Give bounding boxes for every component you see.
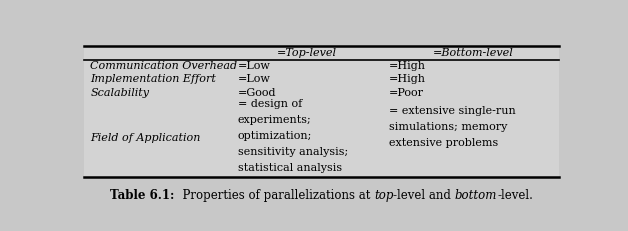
Text: =Good: =Good bbox=[237, 88, 276, 98]
Text: Field of Application: Field of Application bbox=[90, 133, 200, 143]
Text: simulations; memory: simulations; memory bbox=[389, 122, 507, 132]
Text: =High: =High bbox=[389, 61, 426, 71]
Text: =Low: =Low bbox=[237, 74, 271, 84]
Text: =High: =High bbox=[389, 74, 426, 84]
Text: Scalability: Scalability bbox=[90, 88, 149, 98]
Text: =Poor: =Poor bbox=[389, 88, 423, 98]
Text: -level and: -level and bbox=[393, 189, 455, 202]
Text: sensitivity analysis;: sensitivity analysis; bbox=[237, 147, 348, 157]
Text: top: top bbox=[374, 189, 393, 202]
Text: statistical analysis: statistical analysis bbox=[237, 163, 342, 173]
Text: optimization;: optimization; bbox=[237, 131, 312, 141]
Text: experiments;: experiments; bbox=[237, 115, 311, 125]
Text: Communication Overhead: Communication Overhead bbox=[90, 61, 237, 71]
Text: Implementation Effort: Implementation Effort bbox=[90, 74, 216, 84]
Text: =Low: =Low bbox=[237, 61, 271, 71]
Text: extensive problems: extensive problems bbox=[389, 138, 498, 148]
Bar bbox=[84, 46, 560, 177]
Text: -level.: -level. bbox=[497, 189, 533, 202]
Text: Properties of parallelizations at: Properties of parallelizations at bbox=[175, 189, 374, 202]
Text: =Bottom-level: =Bottom-level bbox=[432, 48, 513, 58]
Text: = design of: = design of bbox=[237, 99, 302, 109]
Bar bbox=[84, 177, 560, 206]
Text: Table 6.1:: Table 6.1: bbox=[111, 189, 175, 202]
Text: = extensive single-run: = extensive single-run bbox=[389, 106, 516, 116]
Text: bottom: bottom bbox=[455, 189, 497, 202]
Text: =Top-level: =Top-level bbox=[277, 48, 337, 58]
